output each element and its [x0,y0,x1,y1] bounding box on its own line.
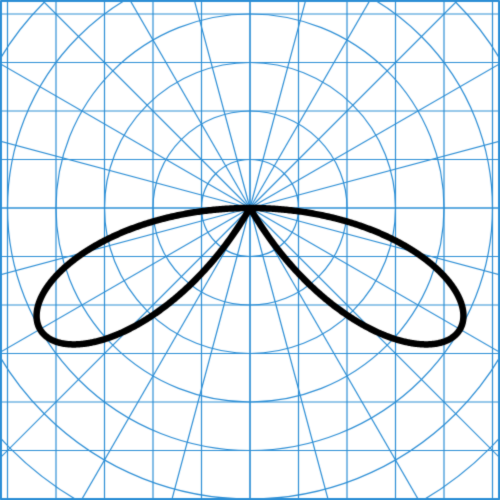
polar-plot-canvas [0,0,500,500]
